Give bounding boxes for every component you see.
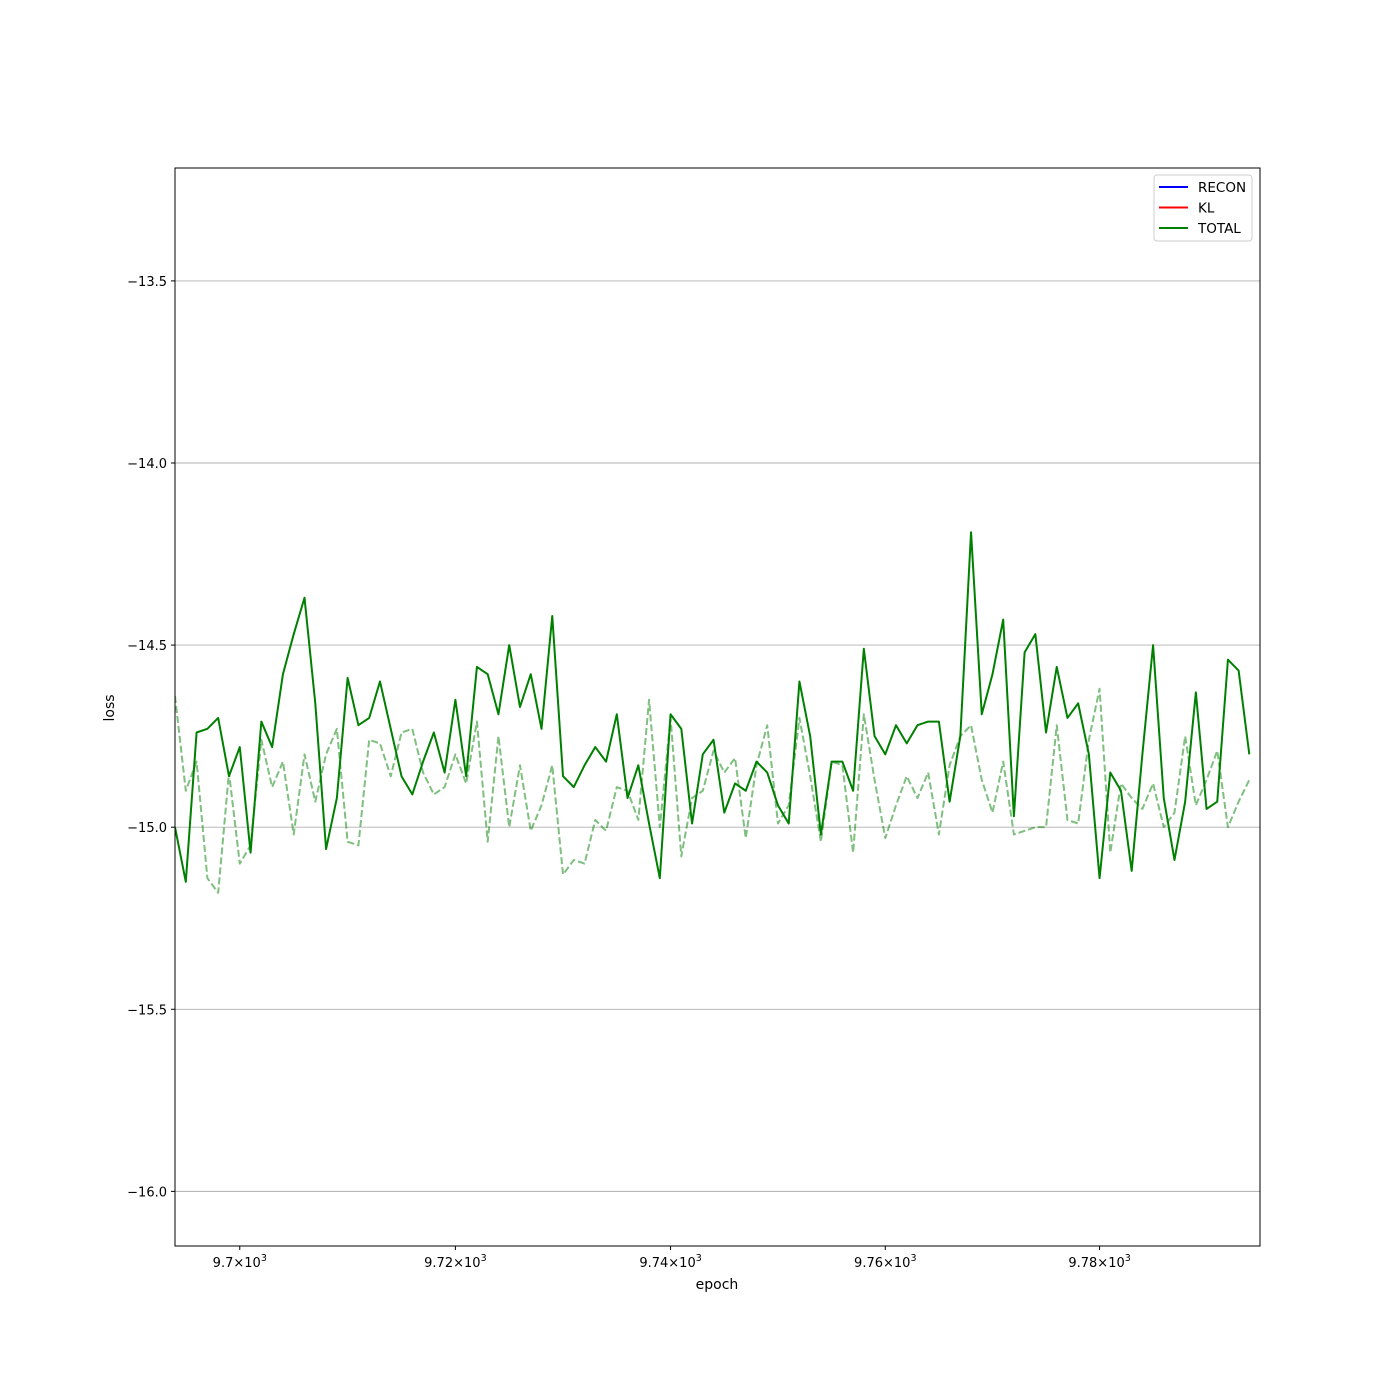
- x-tick-exponent: 3: [1125, 1253, 1131, 1264]
- x-tick-times-sign: ×: [453, 1256, 464, 1271]
- plot-frame: [174, 167, 1261, 1247]
- x-tick-mantissa: 9.78: [1068, 1256, 1097, 1271]
- x-tick-label: 9.7×103: [213, 1253, 267, 1271]
- x-tick-base: 10: [244, 1256, 261, 1271]
- x-tick-base: 10: [464, 1256, 481, 1271]
- x-tick-times-sign: ×: [1097, 1256, 1108, 1271]
- x-tick-mantissa: 9.74: [639, 1256, 668, 1271]
- y-tick-label: −13.5: [127, 275, 167, 290]
- x-tick-times-sign: ×: [883, 1256, 894, 1271]
- y-tick-label: −15.5: [127, 1003, 167, 1018]
- y-tick-label: −14.0: [127, 457, 167, 472]
- legend: RECON KL TOTAL: [1153, 174, 1253, 242]
- plot-area: [175, 168, 1260, 1246]
- x-tick-label: 9.76×103: [854, 1253, 916, 1271]
- y-axis-ticks: −13.5 −14.0 −14.5 −15.0 −15.5 −16.0: [127, 275, 175, 1200]
- legend-label-recon: RECON: [1198, 180, 1246, 196]
- x-tick-label: 9.74×103: [639, 1253, 701, 1271]
- y-axis-label: loss: [102, 694, 118, 721]
- x-tick-exponent: 3: [910, 1253, 916, 1264]
- y-tick-label: −15.0: [127, 821, 167, 836]
- series-line-total: [175, 531, 1251, 883]
- x-tick-mantissa: 9.72: [424, 1256, 453, 1271]
- x-tick-exponent: 3: [481, 1253, 487, 1264]
- x-tick-exponent: 3: [696, 1253, 702, 1264]
- y-tick-label: −14.5: [127, 639, 167, 654]
- y-tick-label: −16.0: [127, 1185, 167, 1200]
- x-tick-base: 10: [1108, 1256, 1125, 1271]
- legend-box: [1153, 174, 1253, 242]
- legend-label-total: TOTAL: [1197, 221, 1241, 237]
- x-axis-label: epoch: [696, 1277, 739, 1293]
- x-tick-times-sign: ×: [668, 1256, 679, 1271]
- legend-label-kl: KL: [1198, 201, 1215, 217]
- x-tick-base: 10: [679, 1256, 696, 1271]
- x-tick-label: 9.78×103: [1068, 1253, 1130, 1271]
- x-tick-mantissa: 9.7: [213, 1256, 234, 1271]
- x-tick-base: 10: [894, 1256, 911, 1271]
- x-tick-exponent: 3: [261, 1253, 267, 1264]
- series-line-total-dashed: [175, 687, 1251, 894]
- x-axis-ticks: 9.7×103 9.72×103 9.74×103 9.76×103 9.78×103: [213, 1246, 1131, 1271]
- grid-lines: [175, 280, 1260, 1192]
- series-lines: [175, 531, 1251, 894]
- x-tick-label: 9.72×103: [424, 1253, 486, 1271]
- x-tick-times-sign: ×: [233, 1256, 244, 1271]
- x-tick-mantissa: 9.76: [854, 1256, 883, 1271]
